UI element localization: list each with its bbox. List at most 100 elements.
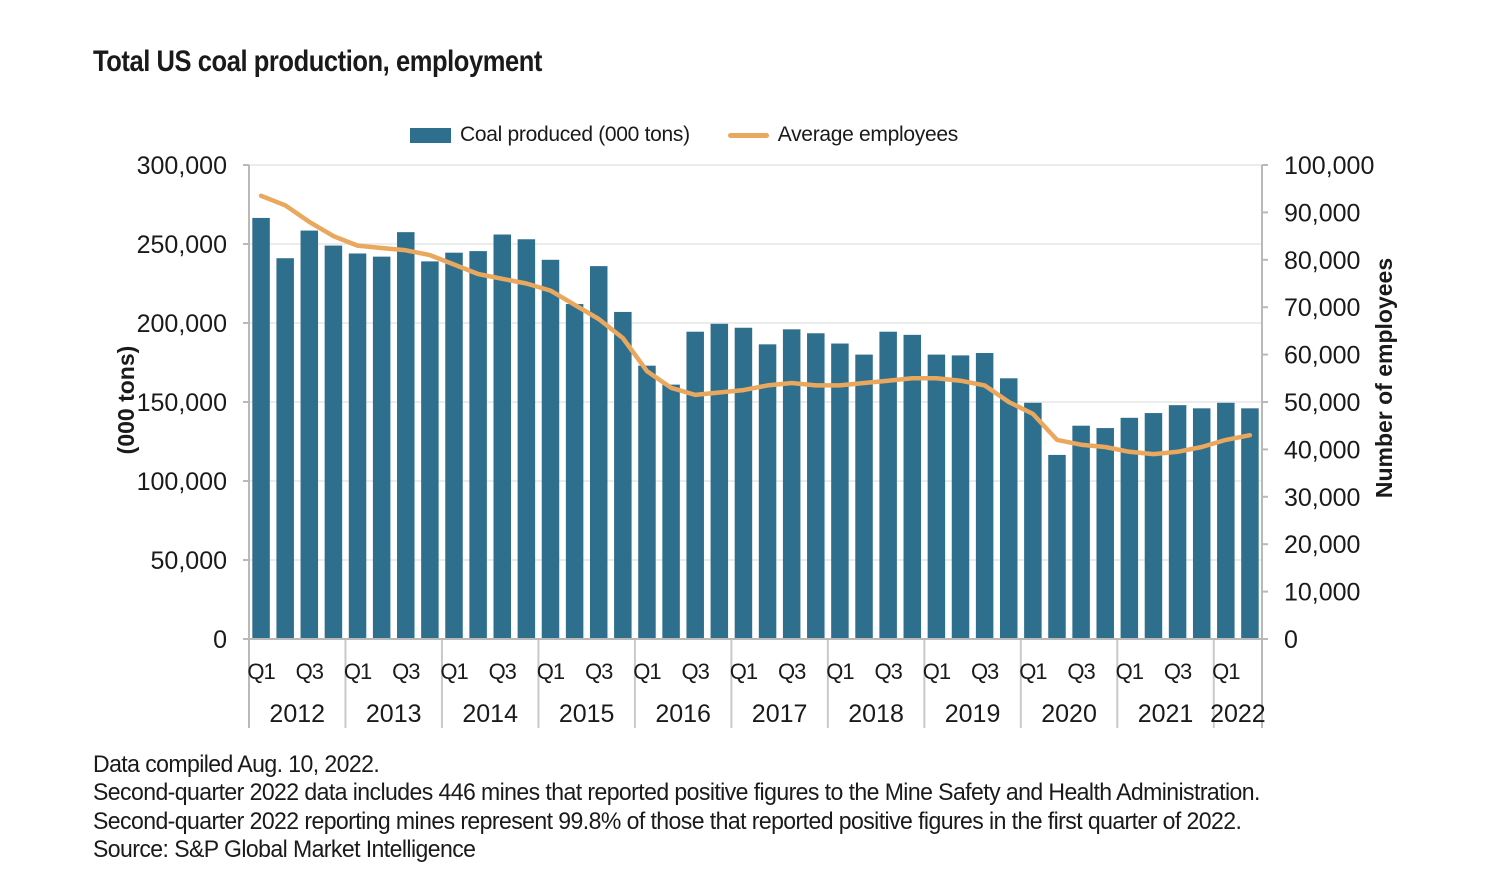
- svg-text:250,000: 250,000: [137, 231, 227, 259]
- bar-2020-Q3: [1072, 425, 1090, 639]
- bar-2020-Q2: [1048, 454, 1066, 639]
- svg-text:Q1: Q1: [1019, 659, 1047, 684]
- svg-text:60,000: 60,000: [1284, 342, 1360, 370]
- svg-text:Q3: Q3: [1164, 659, 1192, 684]
- svg-text:70,000: 70,000: [1284, 294, 1360, 322]
- bar-2021-Q1: [1120, 417, 1139, 639]
- svg-text:2016: 2016: [655, 700, 711, 728]
- footnote-line-1: Data compiled Aug. 10, 2022.: [93, 751, 380, 778]
- gridlines: [249, 164, 1262, 561]
- left-axis-title: (000 tons): [113, 346, 139, 455]
- footnote-line-2: Second-quarter 2022 data includes 446 mi…: [93, 779, 1260, 807]
- svg-text:300,000: 300,000: [137, 152, 227, 180]
- bar-2014-Q4: [517, 239, 536, 639]
- svg-text:2014: 2014: [462, 700, 518, 728]
- svg-text:Q3: Q3: [874, 659, 902, 684]
- footnote-line-3: Second-quarter 2022 reporting mines repr…: [93, 807, 1242, 835]
- svg-text:2015: 2015: [559, 700, 615, 728]
- x-axis-quarter-labels: Q1 Q3 Q1 Q3 Q1 Q3 Q1 Q3 Q1 Q3 Q1 Q3 Q1 Q3 Q1 Q3 Q1 Q3 Q1 Q3…: [247, 659, 1241, 684]
- svg-text:Q3: Q3: [682, 659, 710, 684]
- svg-text:40,000: 40,000: [1284, 436, 1360, 464]
- bar-2016-Q3: [686, 331, 704, 639]
- svg-text:Q1: Q1: [1116, 659, 1144, 684]
- coal-produced-bars: [252, 217, 1259, 640]
- bar-2014-Q1: [445, 252, 463, 639]
- bar-2017-Q3: [782, 329, 801, 639]
- svg-text:Q3: Q3: [971, 659, 999, 684]
- svg-text:2012: 2012: [269, 700, 325, 728]
- svg-text:Q3: Q3: [1067, 659, 1095, 684]
- svg-text:2017: 2017: [752, 700, 808, 728]
- bar-2014-Q3: [493, 234, 511, 639]
- bar-2015-Q3: [589, 266, 608, 639]
- svg-text:100,000: 100,000: [137, 468, 227, 496]
- bar-2015-Q1: [541, 259, 560, 639]
- bar-2012-Q1: [252, 217, 270, 639]
- x-axis-year-labels: 2012 2013 2014 2015 2016 2017 2018 2019 2020 2021…: [269, 700, 1265, 728]
- legend: Coal produced (000 tons) Average employe…: [410, 122, 958, 148]
- average-employees-line: [258, 193, 1253, 457]
- bar-2015-Q2: [565, 304, 584, 639]
- legend-label-coal: Coal produced (000 tons): [460, 123, 690, 146]
- bar-2021-Q2: [1144, 413, 1163, 639]
- svg-text:Q1: Q1: [247, 659, 275, 684]
- bar-2022-Q2: [1241, 408, 1259, 639]
- svg-text:10,000: 10,000: [1284, 579, 1360, 607]
- bar-2012-Q4: [324, 245, 343, 639]
- svg-text:100,000: 100,000: [1284, 152, 1374, 180]
- bar-2018-Q1: [831, 343, 849, 639]
- svg-text:50,000: 50,000: [1284, 389, 1360, 417]
- bar-2017-Q1: [734, 327, 753, 639]
- bar-2013-Q2: [372, 256, 391, 639]
- svg-text:Q1: Q1: [633, 659, 661, 684]
- bar-2021-Q3: [1168, 405, 1187, 639]
- left-axis-tick-labels: 0 50,000 100,000 150,000 200,000 250,000 300,0…: [137, 152, 227, 654]
- bar-2016-Q4: [710, 323, 729, 639]
- bar-2013-Q1: [348, 253, 367, 640]
- svg-text:Q3: Q3: [392, 659, 420, 684]
- bar-2013-Q4: [421, 261, 439, 639]
- svg-text:200,000: 200,000: [137, 310, 227, 338]
- bar-2012-Q3: [300, 230, 319, 639]
- bar-2014-Q2: [469, 251, 487, 640]
- svg-text:50,000: 50,000: [151, 547, 227, 575]
- svg-text:Q1: Q1: [730, 659, 758, 684]
- chart-title: Total US coal production, employment: [93, 45, 542, 78]
- bar-2018-Q3: [879, 331, 897, 639]
- bar-2019-Q1: [927, 354, 946, 639]
- svg-text:20,000: 20,000: [1284, 531, 1360, 559]
- svg-text:Q3: Q3: [778, 659, 806, 684]
- svg-text:2021: 2021: [1138, 700, 1194, 728]
- axes: [243, 164, 1268, 728]
- legend-label-employees: Average employees: [777, 123, 958, 146]
- svg-text:30,000: 30,000: [1284, 484, 1360, 512]
- right-axis-tick-labels: 0 10,000 20,000 30,000 40,000 50,000 60,000 70,…: [1284, 152, 1374, 654]
- bar-2017-Q4: [807, 333, 825, 639]
- bar-2019-Q3: [975, 353, 994, 639]
- legend-bar-swatch-icon: [410, 127, 451, 143]
- svg-text:Q1: Q1: [344, 659, 372, 684]
- bar-2019-Q4: [1000, 378, 1018, 639]
- svg-text:2013: 2013: [366, 700, 422, 728]
- bar-2016-Q2: [662, 384, 680, 639]
- bar-2021-Q4: [1192, 408, 1211, 639]
- bar-2016-Q1: [638, 365, 656, 639]
- svg-text:150,000: 150,000: [137, 389, 227, 417]
- svg-text:Q3: Q3: [489, 659, 517, 684]
- bar-2020-Q1: [1024, 402, 1042, 639]
- svg-text:2018: 2018: [848, 700, 904, 728]
- bar-2012-Q2: [276, 258, 294, 639]
- svg-text:80,000: 80,000: [1284, 247, 1360, 275]
- footnotes: Data compiled Aug. 10, 2022. Second-quar…: [93, 751, 1260, 864]
- svg-text:90,000: 90,000: [1284, 199, 1360, 227]
- svg-text:2020: 2020: [1041, 700, 1097, 728]
- svg-text:Q1: Q1: [537, 659, 565, 684]
- bar-2017-Q2: [758, 344, 777, 639]
- bar-2019-Q2: [951, 355, 970, 639]
- svg-text:Q1: Q1: [1212, 659, 1240, 684]
- bar-2020-Q4: [1096, 428, 1114, 639]
- svg-text:Q1: Q1: [826, 659, 854, 684]
- svg-text:2022: 2022: [1210, 700, 1266, 728]
